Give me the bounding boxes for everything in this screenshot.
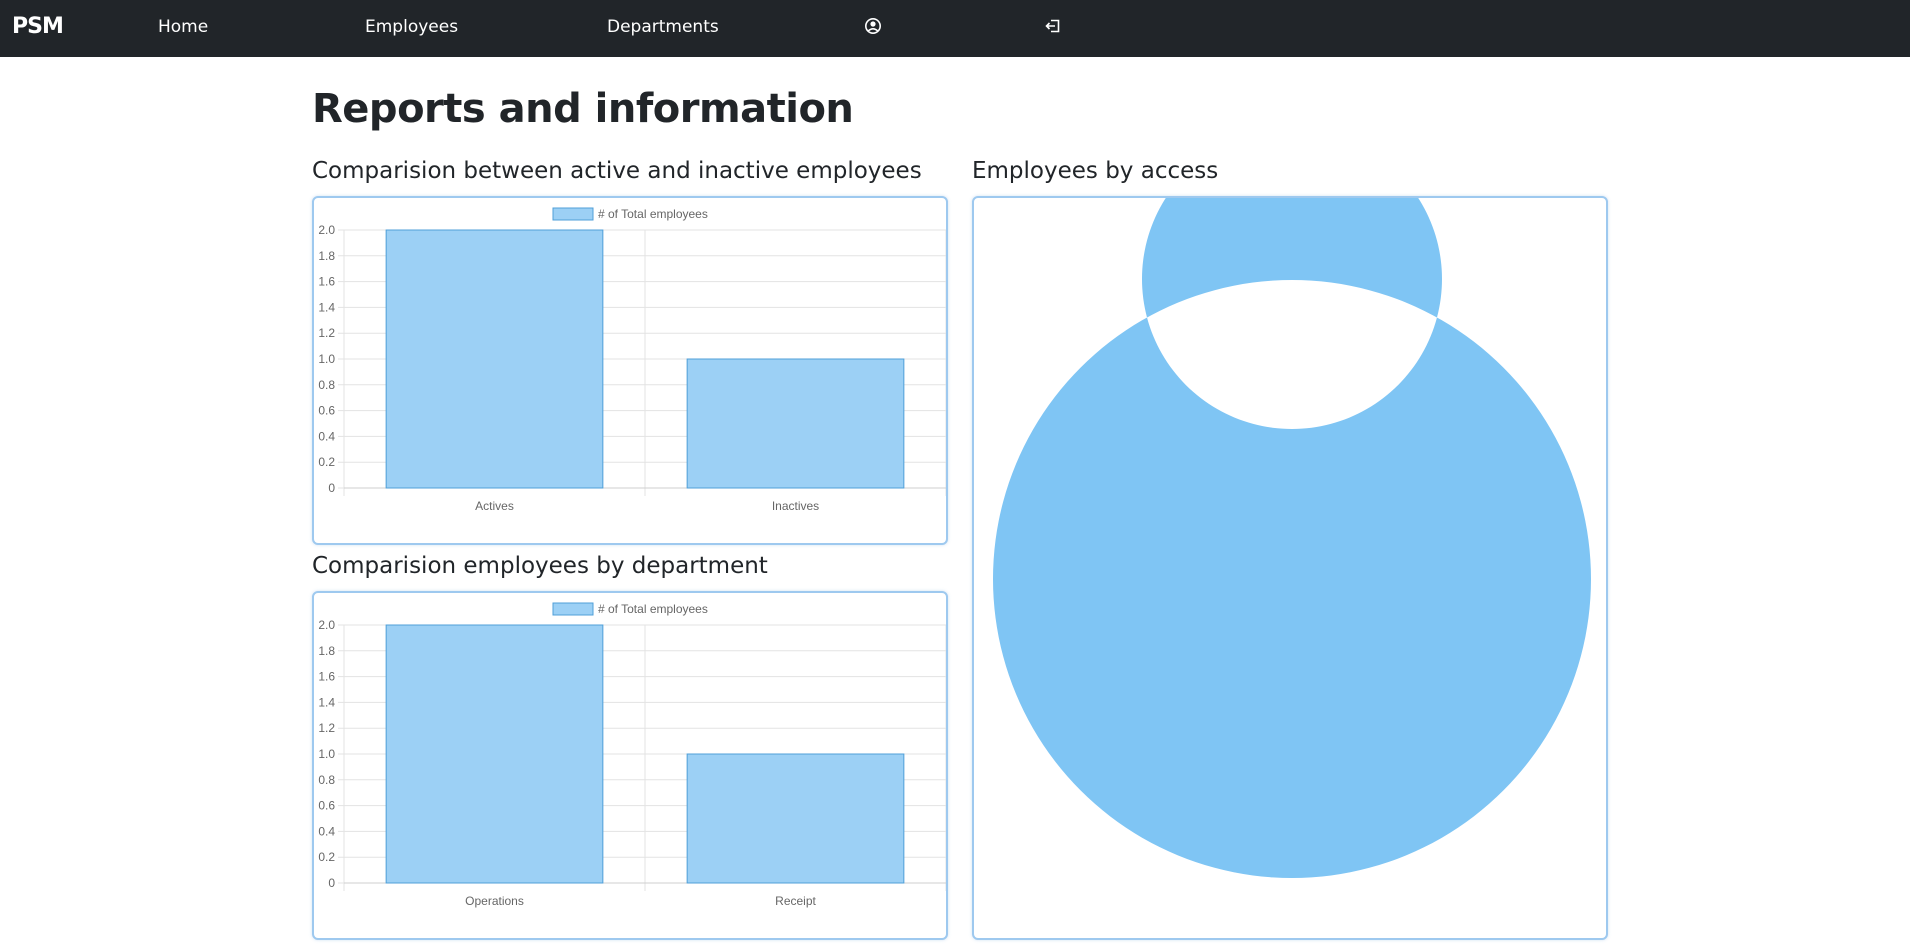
department-bar-chart: # of Total employees 0 0.2 0.4 0.6 0.8 1.0 1.2 1… <box>318 602 946 908</box>
y-tick-label: 1.8 <box>318 644 335 658</box>
y-tick-label: 2.0 <box>318 618 335 632</box>
y-tick-label: 0.6 <box>318 404 335 418</box>
department-chart-card: # of Total employees 0 0.2 0.4 0.6 0.8 1.0 1.2 1… <box>312 591 948 940</box>
y-tick-label: 0 <box>328 876 335 890</box>
y-tick-label: 1.0 <box>318 352 335 366</box>
y-tick-label: 0.2 <box>318 455 335 469</box>
y-tick-label: 0.8 <box>318 378 335 392</box>
access-doughnut-chart: MEDIUM <box>993 198 1591 878</box>
y-tick-label: 0.2 <box>318 850 335 864</box>
slice-medium <box>993 198 1591 878</box>
department-chart-title: Comparision employees by department <box>312 553 768 579</box>
nav-link-departments[interactable]: Departments <box>607 17 719 37</box>
access-chart-card: MEDIUM <box>972 196 1608 940</box>
y-tick-label: 1.0 <box>318 747 335 761</box>
bar-actives <box>385 229 604 489</box>
user-circle-icon[interactable] <box>864 17 882 35</box>
status-chart-card: # of Total employees 0 0.2 0.4 0.6 0.8 1.0 1.2 1… <box>312 196 948 545</box>
x-tick-label: Operations <box>465 894 524 908</box>
y-tick-label: 1.2 <box>318 326 335 340</box>
bar-receipt <box>686 753 905 884</box>
y-tick-label: 0.6 <box>318 799 335 813</box>
y-tick-label: 0 <box>328 481 335 495</box>
bar-operations <box>385 624 604 884</box>
nav-link-home[interactable]: Home <box>158 17 209 37</box>
legend-swatch <box>552 602 594 616</box>
top-navbar: PSM Home Employees Departments <box>0 0 1910 57</box>
y-tick-label: 1.2 <box>318 721 335 735</box>
y-tick-label: 1.4 <box>318 300 335 314</box>
x-tick-label: Inactives <box>772 499 819 513</box>
y-tick-label: 0.8 <box>318 773 335 787</box>
logout-icon[interactable] <box>1044 17 1062 35</box>
legend-label: # of Total employees <box>598 207 708 221</box>
x-tick-label: Receipt <box>775 894 816 908</box>
y-tick-label: 1.6 <box>318 275 335 289</box>
y-tick-label: 2.0 <box>318 223 335 237</box>
y-tick-label: 1.4 <box>318 695 335 709</box>
y-tick-label: 1.8 <box>318 249 335 263</box>
legend-swatch <box>552 207 594 221</box>
bar-inactives <box>686 358 905 489</box>
access-chart-title: Employees by access <box>972 158 1219 184</box>
page-title: Reports and information <box>312 86 854 132</box>
x-tick-label: Actives <box>475 499 514 513</box>
legend-label: # of Total employees <box>598 602 708 616</box>
y-tick-label: 0.4 <box>318 429 335 443</box>
status-chart-title: Comparision between active and inactive … <box>312 158 922 184</box>
brand-logo[interactable]: PSM <box>12 14 64 39</box>
y-tick-label: 1.6 <box>318 670 335 684</box>
status-bar-chart: # of Total employees 0 0.2 0.4 0.6 0.8 1.0 1.2 1… <box>318 207 946 513</box>
nav-link-employees[interactable]: Employees <box>365 17 459 37</box>
y-tick-label: 0.4 <box>318 824 335 838</box>
